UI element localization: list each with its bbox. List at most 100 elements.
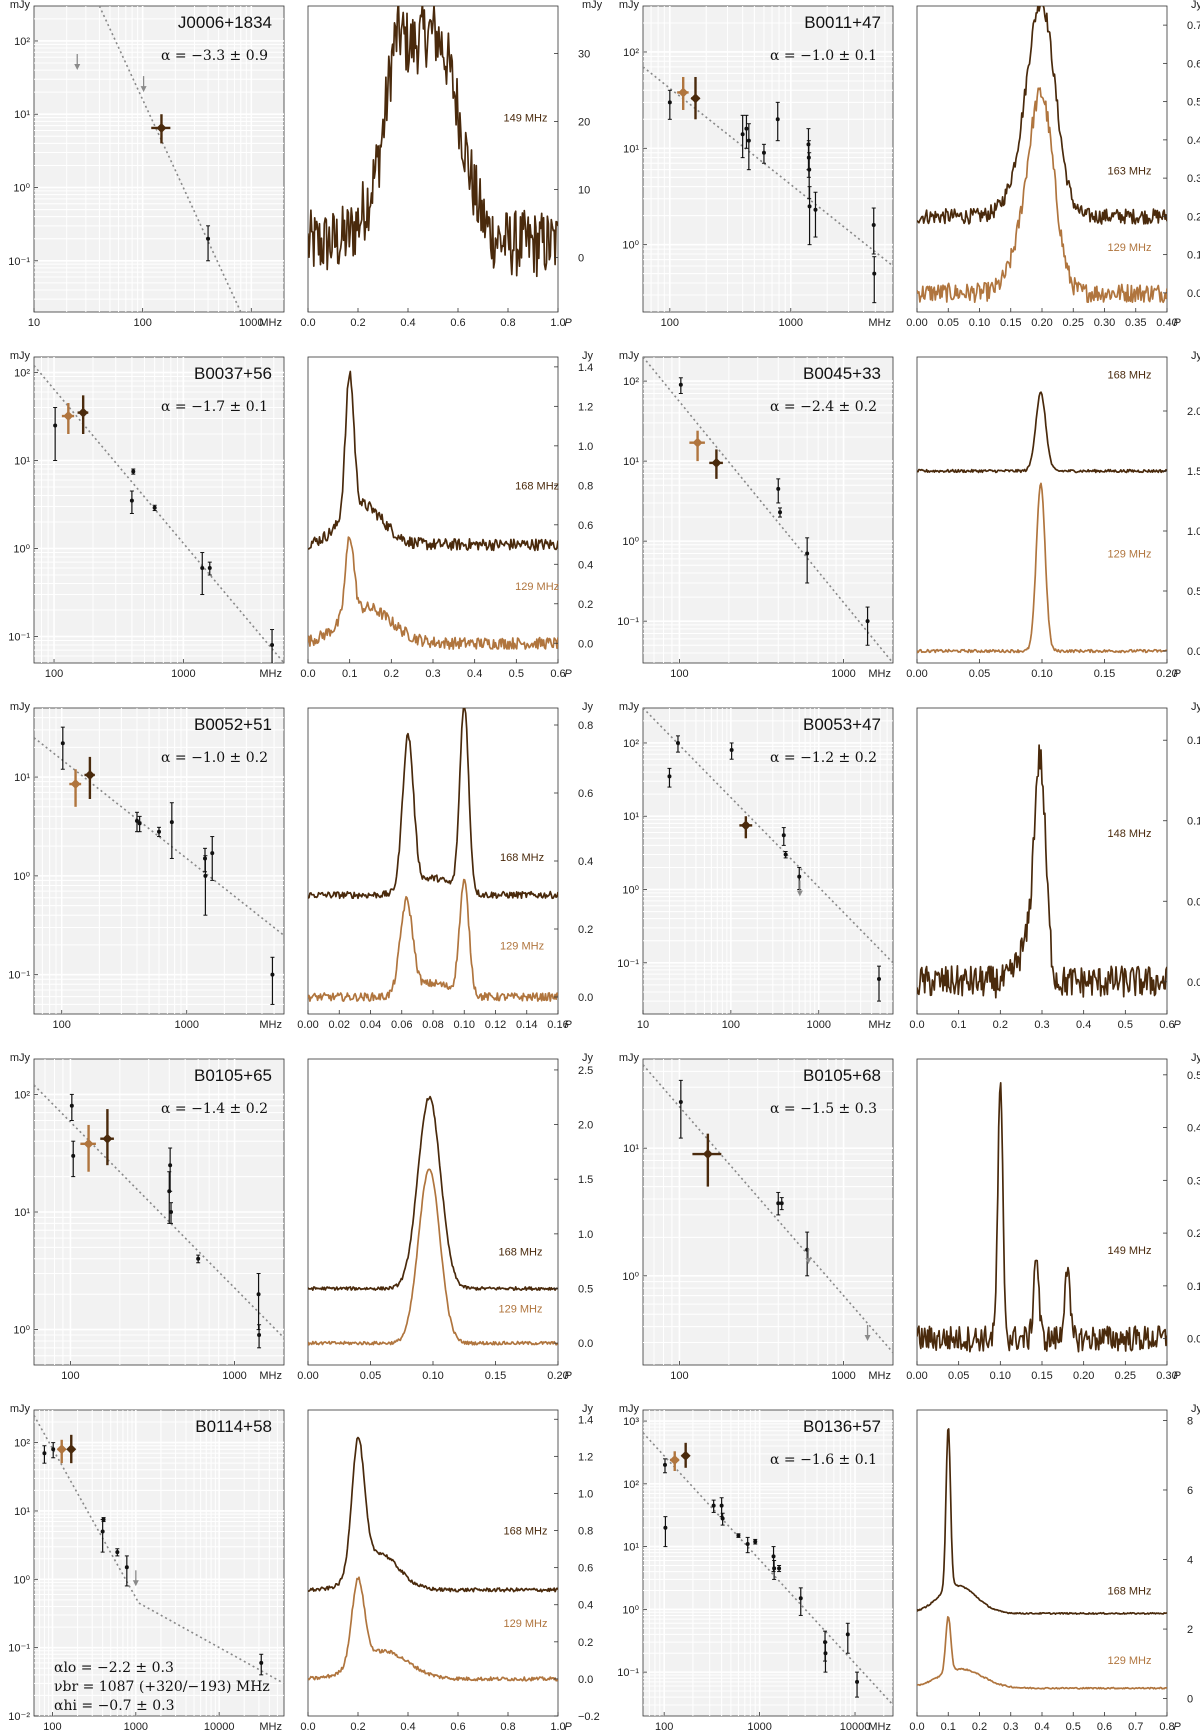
y-tick-label: 0.4 (578, 1600, 593, 1612)
x-tick-label: 0.35 (1125, 317, 1146, 329)
y-tick-label: 10⁻¹ (8, 256, 30, 268)
marker-dot (270, 972, 275, 977)
y-unit-label: mJy (10, 1052, 31, 1064)
y-tick-label: 0.0 (578, 1674, 593, 1686)
x-tick-label: 0.00 (297, 1019, 318, 1031)
x-unit-label: P (1173, 1370, 1181, 1382)
marker-dot (675, 740, 680, 745)
data-point (871, 207, 876, 255)
data-point (777, 1564, 782, 1573)
x-unit-label: MHz (259, 1019, 282, 1031)
profile-data (308, 1095, 558, 1346)
y-tick-label: 1.0 (578, 1229, 593, 1241)
marker-dot (807, 204, 812, 209)
y-tick-label: 10⁰ (13, 544, 30, 556)
series-frequency-label: 168 MHz (1107, 1585, 1151, 1597)
y-unit-label: mJy (619, 350, 640, 362)
y-tick-label: 0 (578, 253, 584, 265)
series-frequency-label: 163 MHz (1107, 165, 1151, 177)
fit-line (643, 1064, 893, 1354)
data-point (872, 256, 877, 304)
y-tick-label: 6 (1187, 1485, 1193, 1497)
data-point (69, 769, 82, 807)
data-point (200, 552, 205, 596)
pulsar-name: B0045+33 (803, 364, 881, 383)
y-tick-label: 10⁰ (13, 1325, 30, 1337)
x-tick-label: 1.0 (550, 1721, 565, 1732)
profile-data (308, 1436, 558, 1682)
data-point (796, 880, 803, 897)
x-tick-label: 0.0 (300, 1721, 315, 1732)
data-point (678, 377, 683, 394)
y-tick-label: 2 (1187, 1624, 1193, 1636)
data-point (259, 1653, 264, 1676)
y-tick-label: 0.4 (578, 559, 593, 571)
x-tick-label: 0.7 (1128, 1721, 1143, 1732)
x-tick-label: 0.8 (500, 1721, 515, 1732)
series-frequency-label: 129 MHz (503, 1618, 547, 1630)
marker-diamond (63, 411, 74, 422)
x-tick-label: 0.6 (450, 317, 465, 329)
x-tick-label: 0.4 (467, 668, 482, 680)
data-point (845, 1622, 850, 1654)
marker-diamond (56, 1444, 67, 1455)
x-tick-label: 0.10 (990, 1370, 1011, 1382)
data-point (805, 537, 810, 584)
x-tick-label: 0.4 (1076, 1019, 1091, 1031)
series-frequency-label: 168 MHz (500, 852, 544, 864)
data-point (124, 1555, 129, 1587)
marker-dot (169, 820, 174, 825)
x-tick-label: 100 (722, 1019, 740, 1031)
data-point (690, 76, 701, 120)
fit-note: αhi = −0.7 ± 0.3 (54, 1698, 174, 1714)
data-point (669, 1451, 680, 1472)
data-point (100, 1109, 114, 1166)
x-unit-label: P (564, 1370, 572, 1382)
x-tick-label: 0.20 (1031, 317, 1052, 329)
data-point (678, 1079, 683, 1139)
marker-dot (270, 643, 275, 648)
marker-dot (744, 126, 749, 131)
y-tick-label: 1.5 (1187, 466, 1200, 478)
y-tick-label: 0.1 (1187, 1281, 1200, 1293)
y-tick-label: 10¹ (623, 1143, 639, 1155)
data-point (709, 449, 723, 479)
profile-series-line (917, 482, 1167, 654)
y-tick-label: 10¹ (623, 1542, 639, 1554)
data-point (257, 1324, 262, 1349)
data-point (168, 1147, 173, 1192)
pulsar-name: B0105+65 (194, 1066, 272, 1085)
x-tick-label: 0.8 (500, 317, 515, 329)
series-frequency-label: 129 MHz (1107, 242, 1151, 254)
y-unit-label: mJy (619, 701, 640, 713)
spectrum-data (643, 1432, 893, 1706)
y-tick-label: 10⁻¹ (617, 958, 639, 970)
y-tick-label: 0.10 (1187, 816, 1200, 828)
marker-dot (777, 1566, 782, 1571)
marker-dot (746, 138, 751, 143)
data-point (675, 735, 680, 753)
x-tick-label: 1000 (124, 1721, 148, 1732)
y-tick-label: 1.0 (578, 441, 593, 453)
profile-data (308, 708, 558, 1002)
marker-dot (720, 1516, 725, 1521)
profile-series-line (917, 1081, 1167, 1353)
profile-data (917, 1428, 1167, 1690)
y-tick-label: 0.6 (1187, 58, 1200, 70)
y-tick-label: 10¹ (14, 109, 30, 121)
marker-dot (60, 741, 65, 746)
y-tick-label: 0.3 (1187, 1175, 1200, 1187)
x-tick-label: 0.1 (941, 1721, 956, 1732)
marker-dot (663, 1525, 668, 1530)
x-tick-label: 0.5 (1066, 1721, 1081, 1732)
marker-dot (206, 236, 211, 241)
spectrum-data (643, 66, 893, 304)
y-unit-label: mJy (619, 1403, 640, 1415)
x-tick-label: 0.4 (400, 317, 415, 329)
x-tick-label: 1000 (222, 1370, 246, 1382)
x-unit-label: MHz (259, 1721, 282, 1732)
x-unit-label: MHz (868, 1370, 891, 1382)
pulsar-name: B0136+57 (803, 1417, 881, 1436)
x-tick-label: 100 (661, 317, 679, 329)
y-tick-label: 0 (1187, 1694, 1193, 1706)
